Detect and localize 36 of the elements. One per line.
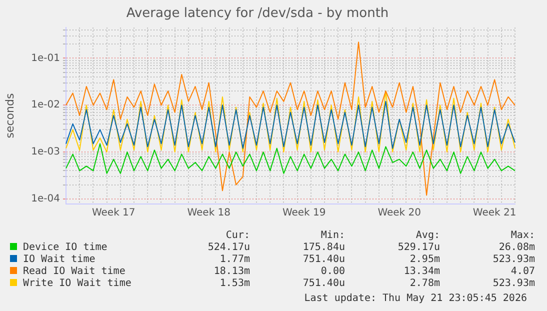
text: 2.78m (408, 278, 440, 290)
y-tick-label: 1e-04 (31, 194, 60, 205)
y-tick-label: 1e-01 (31, 52, 60, 64)
text: 175.84u (302, 242, 345, 254)
text: Last update: Thu May 21 23:05:45 2026 (304, 293, 527, 304)
y-tick-label: 1e-02 (31, 100, 60, 111)
text: Min: (320, 230, 345, 242)
text: Cur: (224, 230, 250, 242)
chart-title: Average latency for /dev/sda - by month (126, 6, 389, 22)
text: 751.40u (302, 278, 345, 290)
x-tick-label: Week 18 (187, 208, 231, 219)
x-tick-label: Week 19 (282, 208, 326, 219)
text: 529.17u (396, 242, 440, 254)
text: 2.95m (408, 254, 440, 266)
y-axis-title: seconds (3, 93, 16, 138)
legend-label: Read IO Wait time (22, 266, 126, 278)
legend-label: IO Wait time (22, 254, 96, 266)
text: 1.77m (218, 254, 250, 266)
text: 26.08m (498, 242, 535, 254)
text: 751.40u (302, 254, 345, 266)
text: 524.17u (206, 242, 250, 254)
text: 523.93m (492, 278, 535, 290)
text: 1.53m (218, 278, 250, 290)
text: 523.93m (492, 254, 535, 266)
legend-label: Device IO time (22, 242, 108, 254)
text: 13.34m (402, 266, 440, 278)
text: 4.07 (510, 266, 535, 278)
x-tick-label: Week 20 (378, 208, 422, 219)
legend-label: Write IO Wait time (22, 278, 132, 290)
x-tick-label: Week 17 (92, 208, 136, 219)
text: Max: (510, 230, 535, 242)
text: Avg: (414, 230, 440, 242)
x-tick-label: Week 21 (472, 208, 516, 219)
y-tick-label: 1e-03 (31, 146, 60, 158)
text: 18.13m (212, 266, 250, 278)
text: 0.00 (320, 266, 345, 278)
